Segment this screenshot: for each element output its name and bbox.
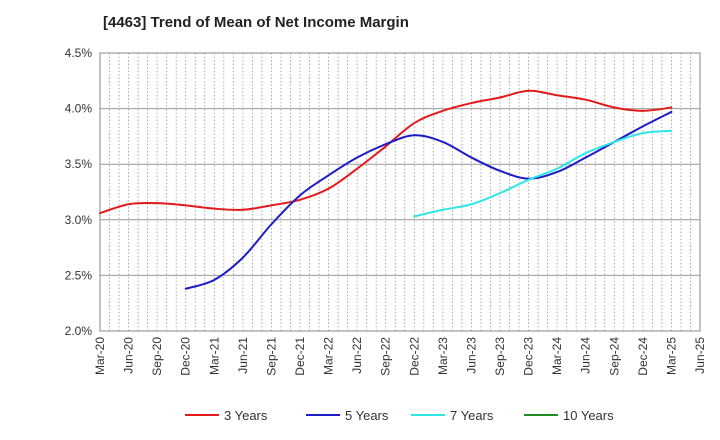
series-line-3-years (99, 89, 673, 215)
legend-label-5-years: 5 Years (345, 408, 389, 423)
grid (100, 53, 700, 331)
plot-frame (99, 52, 701, 332)
y-tick-label: 4.0% (65, 102, 93, 116)
legend-label-10-years: 10 Years (563, 408, 614, 423)
x-tick-label: Mar-24 (550, 337, 564, 375)
y-tick-label: 2.0% (65, 324, 93, 338)
x-tick-label: Mar-25 (664, 337, 678, 375)
x-tick-label: Mar-20 (93, 337, 107, 375)
y-tick-label: 4.5% (65, 46, 93, 60)
y-tick-label: 3.5% (65, 157, 93, 171)
y-tick-label: 2.5% (65, 268, 93, 282)
series-line-7-years (413, 129, 673, 218)
x-tick-label: Sep-24 (607, 337, 621, 376)
x-tick-label: Dec-22 (407, 337, 421, 376)
x-tick-label: Jun-22 (350, 337, 364, 374)
x-tick-label: Jun-25 (693, 337, 707, 374)
x-tick-label: Mar-23 (436, 337, 450, 375)
x-tick-label: Mar-21 (207, 337, 221, 375)
x-tick-label: Dec-23 (522, 337, 536, 376)
x-tick-label: Jun-24 (579, 337, 593, 374)
x-tick-label: Sep-23 (493, 337, 507, 376)
chart-title: [4463] Trend of Mean of Net Income Margi… (103, 14, 409, 31)
x-tick-label: Dec-24 (636, 337, 650, 376)
x-tick-label: Dec-21 (293, 337, 307, 376)
series-line-5-years (184, 110, 673, 290)
x-tick-label: Jun-20 (122, 337, 136, 374)
legend-label-7-years: 7 Years (450, 408, 494, 423)
y-tick-label: 3.0% (65, 213, 93, 227)
x-tick-label: Dec-20 (179, 337, 193, 376)
x-tick-label: Sep-22 (379, 337, 393, 376)
x-tick-label: Mar-22 (322, 337, 336, 375)
legend: 3 Years 5 Years 7 Years 10 Years (185, 408, 614, 423)
x-tick-label: Sep-20 (150, 337, 164, 376)
x-tick-label: Jun-23 (464, 337, 478, 374)
y-axis-ticks: 2.0% 2.5% 3.0% 3.5% 4.0% 4.5% (65, 46, 93, 338)
x-tick-label: Sep-21 (264, 337, 278, 376)
legend-label-3-years: 3 Years (224, 408, 268, 423)
x-axis-ticks: Mar-20 Jun-20 Sep-20 Dec-20 Mar-21 Jun-21 Sep-… (93, 337, 707, 376)
x-tick-label: Jun-21 (236, 337, 250, 374)
series-layer (99, 89, 673, 290)
